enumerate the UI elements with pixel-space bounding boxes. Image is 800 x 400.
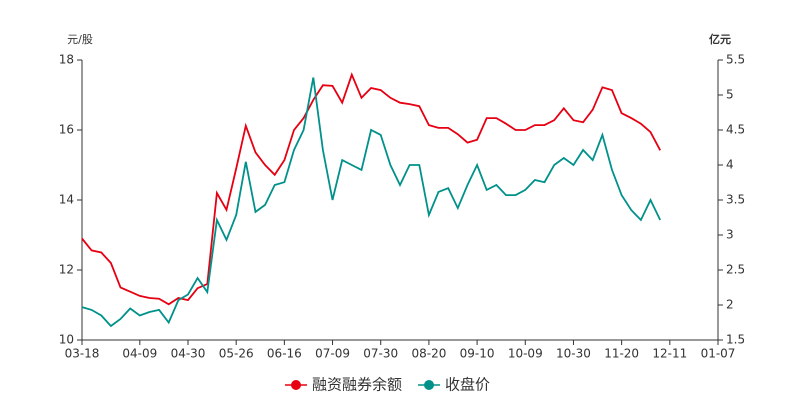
x-tick-label: 01-07: [701, 347, 736, 361]
x-tick-label: 09-10: [460, 347, 495, 361]
y2-tick-label: 4: [726, 158, 734, 172]
series-line: [81, 77, 662, 328]
y2-tick-label: 1.5: [726, 333, 745, 347]
x-tick-label: 12-11: [652, 347, 687, 361]
x-tick-label: 11-20: [604, 347, 639, 361]
y-tick-label: 16: [59, 123, 74, 137]
x-tick-label: 10-09: [508, 347, 543, 361]
y-tick-label: 14: [59, 193, 74, 207]
x-tick-label: 05-26: [219, 347, 254, 361]
series-line: [81, 72, 661, 306]
legend: 融资融券余额 收盘价: [285, 376, 490, 394]
y2-tick-label: 2: [726, 298, 734, 312]
y-axis-unit: 元/股: [67, 33, 93, 46]
x-tick-label: 07-09: [315, 347, 350, 361]
y2-tick-label: 5.5: [726, 53, 745, 67]
y2-tick-label: 3.5: [726, 193, 745, 207]
x-tick-label: 07-30: [363, 347, 398, 361]
x-tick-label: 04-30: [171, 347, 206, 361]
x-tick-label: 04-09: [122, 347, 157, 361]
x-tick-label: 06-16: [267, 347, 302, 361]
x-tick-label: 08-20: [411, 347, 446, 361]
y2-axis-unit: 亿元: [709, 32, 731, 46]
legend-label: 融资融券余额: [312, 376, 402, 394]
y-tick-label: 18: [59, 53, 74, 67]
legend-marker: [424, 380, 435, 390]
y2-tick-label: 3: [726, 228, 734, 242]
legend-marker: [291, 380, 301, 390]
y-tick-label: 10: [59, 333, 74, 347]
x-tick-label: 03-18: [65, 347, 100, 361]
x-tick-label: 10-30: [556, 347, 591, 361]
y-tick-label: 12: [59, 263, 74, 277]
y2-tick-label: 5: [726, 88, 734, 102]
y2-tick-label: 2.5: [726, 263, 745, 277]
y2-tick-label: 4.5: [726, 123, 745, 137]
legend-label: 收盘价: [445, 376, 490, 394]
